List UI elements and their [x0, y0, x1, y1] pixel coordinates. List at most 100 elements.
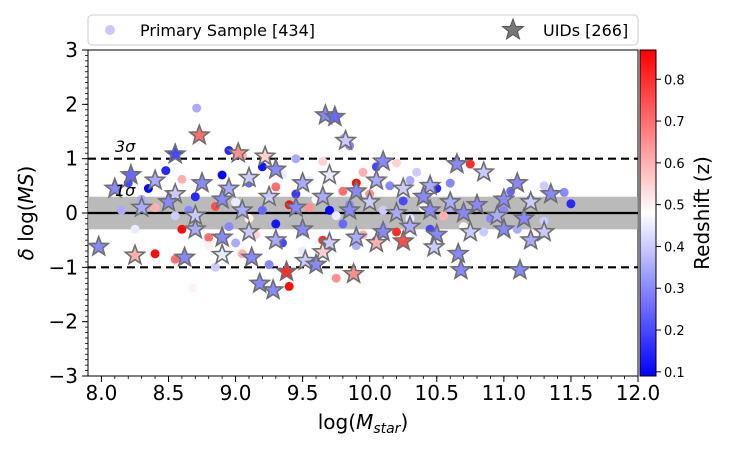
uid-star-point	[230, 198, 254, 221]
y-tick-label: 2	[65, 92, 78, 116]
points-layer	[87, 102, 576, 301]
primary-sample-point	[170, 211, 180, 221]
x-tick-label: 10.0	[347, 381, 392, 405]
uid-star-point	[422, 234, 446, 258]
primary-sample-point	[445, 178, 455, 188]
primary-sample-point	[539, 181, 549, 191]
colorbar-axis: 0.1 0.2 0.3 0.4 0.5 0.6 0.7 0.8	[656, 73, 685, 381]
primary-sample-point	[190, 192, 200, 202]
legend-box	[87, 14, 639, 46]
uid-star-point	[371, 149, 395, 172]
uid-star-point	[398, 214, 422, 237]
primary-sample-point	[150, 249, 160, 259]
x-tick-label: 10.5	[415, 381, 460, 405]
primary-sample-point	[177, 224, 187, 234]
primary-sample-point	[217, 170, 227, 180]
uid-star-point	[449, 257, 473, 280]
uid-star-point	[391, 229, 415, 252]
uid-star-point	[293, 248, 317, 271]
uid-star-point	[391, 176, 416, 199]
uid-star-point	[190, 170, 214, 194]
uid-star-point	[519, 227, 543, 251]
primary-sample-point	[405, 175, 415, 185]
primary-sample-point	[188, 283, 198, 293]
primary-sample-point	[264, 260, 274, 270]
primary-sample-point	[177, 174, 187, 184]
primary-sample-point	[465, 159, 475, 169]
uid-star-point	[438, 189, 462, 213]
uid-star-point	[264, 227, 288, 251]
colorbar	[639, 49, 657, 377]
primary-sample-point	[224, 222, 234, 232]
uid-star-point	[445, 151, 469, 175]
uid-star-point	[284, 195, 308, 218]
colorbar-tick-label: 0.5	[664, 199, 685, 214]
uid-star-point	[210, 187, 234, 210]
colorbar-tick-label: 0.6	[664, 157, 685, 172]
primary-sample-point	[284, 281, 294, 291]
uid-star-point	[492, 217, 516, 240]
uid-star-point	[210, 225, 234, 248]
uid-star-point	[261, 277, 285, 301]
uid-star-point	[418, 173, 442, 196]
primary-sample-point	[479, 227, 489, 237]
y-tick-label: 1	[65, 147, 78, 171]
uid-star-point	[317, 162, 342, 185]
uid-star-point	[183, 217, 207, 240]
primary-sample-point	[392, 227, 401, 237]
x-tick-label: 9.0	[220, 381, 252, 405]
uid-star-point	[505, 170, 529, 194]
annotation-1sigma: 1σ	[115, 181, 136, 200]
primary-sample-point	[271, 219, 281, 229]
primary-sample-point	[385, 181, 395, 191]
y-axis: −3 −2 −1 0 1 2 3	[49, 38, 88, 388]
uid-star-point	[465, 192, 489, 215]
x-tick-label: 11.0	[482, 381, 527, 405]
uid-star-point	[539, 181, 563, 204]
primary-sample-point	[204, 241, 214, 251]
legend-label-primary: Primary Sample [434]	[140, 21, 315, 40]
x-tick-label: 11.5	[549, 381, 594, 405]
y-tick-label: 0	[65, 201, 78, 225]
uid-star-point	[87, 234, 111, 257]
uid-star-point	[123, 243, 147, 266]
uid-star-point	[333, 128, 358, 151]
x-tick-label: 12.0	[616, 381, 661, 405]
uid-star-point	[451, 200, 476, 223]
primary-sample-point	[117, 205, 126, 215]
primary-sample-point	[378, 205, 388, 215]
uid-star-point	[384, 200, 409, 223]
uid-star-point	[290, 217, 315, 240]
primary-sample-point	[338, 186, 348, 196]
uid-star-point	[337, 198, 362, 221]
uid-star-point	[418, 198, 442, 221]
uid-star-point	[532, 219, 556, 242]
uid-star-point	[248, 271, 272, 294]
uid-star-point	[103, 176, 127, 199]
primary-sample-point	[331, 273, 341, 283]
primary-sample-point	[412, 167, 422, 177]
uid-star-point	[129, 195, 154, 218]
primary-sample-point	[439, 211, 448, 221]
uid-star-point	[311, 184, 335, 207]
uid-star-point	[226, 140, 250, 164]
uid-star-point	[237, 165, 261, 188]
primary-sample-point	[130, 224, 140, 234]
uid-star-point	[317, 230, 342, 253]
x-axis-label: log(Mstar)	[318, 410, 409, 437]
uid-star-point	[446, 241, 471, 264]
uid-star-point	[290, 170, 315, 194]
uid-star-point	[519, 189, 543, 213]
uid-star-point	[492, 187, 516, 210]
uid-star-point	[237, 219, 261, 242]
primary-sample-point	[257, 205, 267, 215]
uid-star-point	[311, 239, 335, 263]
uid-star-point	[264, 157, 288, 180]
x-tick-label: 8.0	[86, 381, 118, 405]
primary-sample-point	[204, 233, 214, 242]
primary-sample-point	[161, 166, 171, 176]
primary-sample-point	[398, 196, 408, 206]
primary-sample-point	[150, 203, 160, 213]
uid-star-point	[471, 160, 496, 183]
uid-star-point	[344, 225, 369, 248]
